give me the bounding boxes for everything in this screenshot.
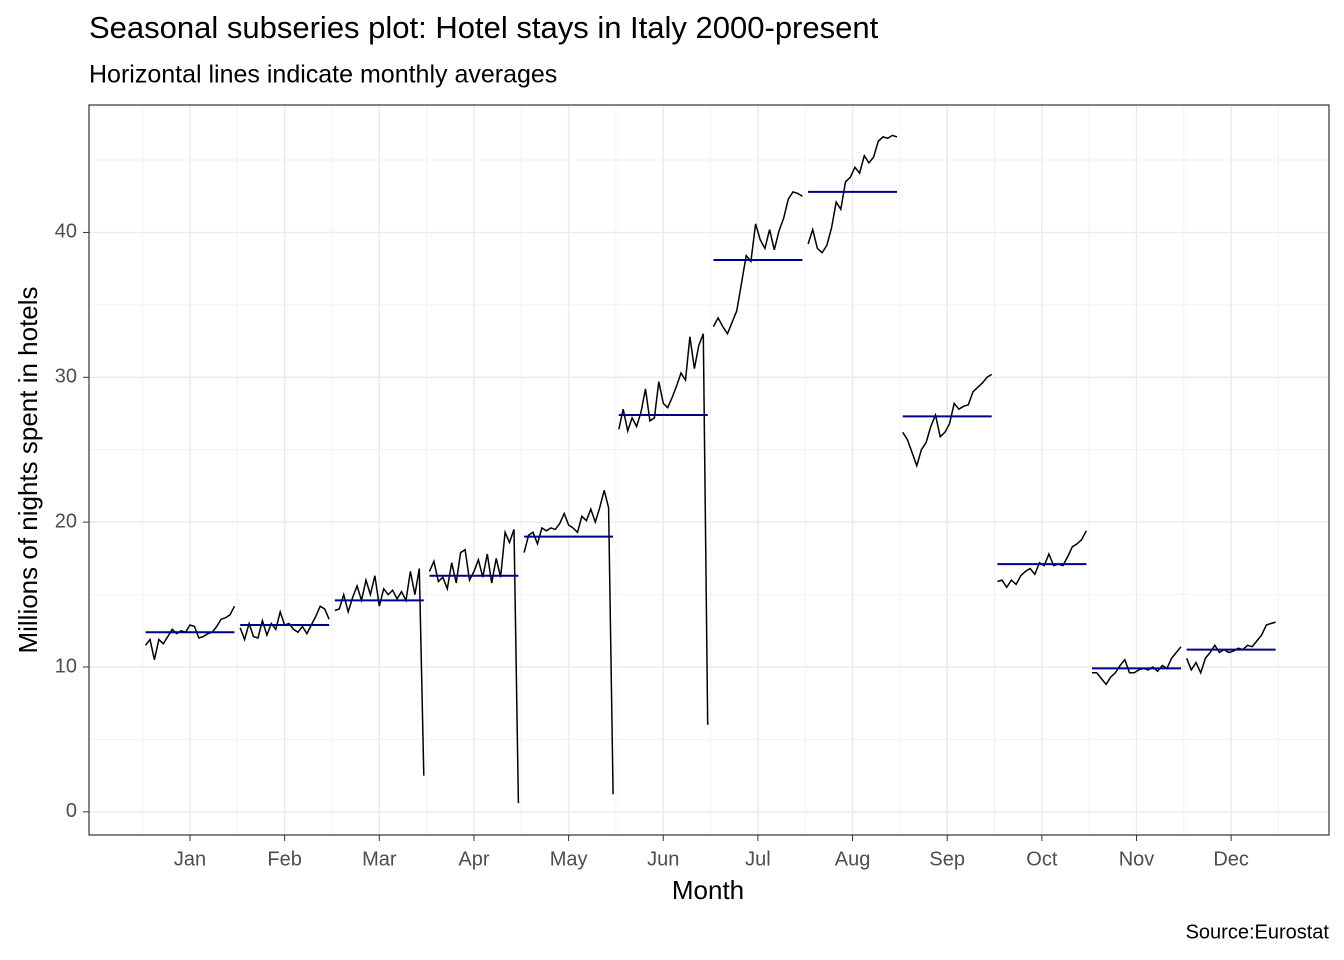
- x-tick-label: Jun: [647, 848, 679, 870]
- panel-border: [88, 104, 1330, 836]
- subseries-line: [712, 191, 803, 336]
- subseries-line: [144, 605, 236, 660]
- y-tick-label: 10: [55, 655, 77, 677]
- subseries-line: [523, 490, 614, 795]
- x-tick-label: Aug: [835, 848, 871, 870]
- x-tick-label: Dec: [1213, 848, 1249, 870]
- y-tick-label: 20: [55, 510, 77, 532]
- x-tick-label: May: [550, 848, 588, 870]
- y-tick-label: 30: [55, 366, 77, 388]
- x-tick-label: Nov: [1119, 848, 1155, 870]
- subseries-line: [807, 134, 898, 254]
- subseries-line: [1186, 621, 1276, 675]
- x-tick-label: Jul: [745, 848, 771, 870]
- x-tick-label: Sep: [929, 848, 965, 870]
- x-tick-label: Jan: [174, 848, 206, 870]
- x-tick-label: Apr: [458, 848, 489, 870]
- caption: Source:Eurostat: [1186, 921, 1330, 943]
- y-tick-label: 40: [55, 221, 77, 243]
- x-tick-label: Feb: [267, 848, 301, 870]
- y-tick-label: 0: [66, 800, 77, 822]
- subseries-line: [334, 568, 425, 776]
- chart-subtitle: Horizontal lines indicate monthly averag…: [89, 61, 557, 89]
- subseries-line: [428, 529, 520, 804]
- subseries-line: [618, 333, 709, 725]
- subseries-line: [902, 373, 993, 469]
- x-axis-title: Month: [672, 875, 744, 905]
- x-tick-label: Mar: [362, 848, 397, 870]
- chart-title: Seasonal subseries plot: Hotel stays in …: [89, 10, 879, 45]
- x-tick-label: Oct: [1026, 848, 1058, 870]
- y-axis-title: Millions of nights spent in hotels: [13, 286, 43, 653]
